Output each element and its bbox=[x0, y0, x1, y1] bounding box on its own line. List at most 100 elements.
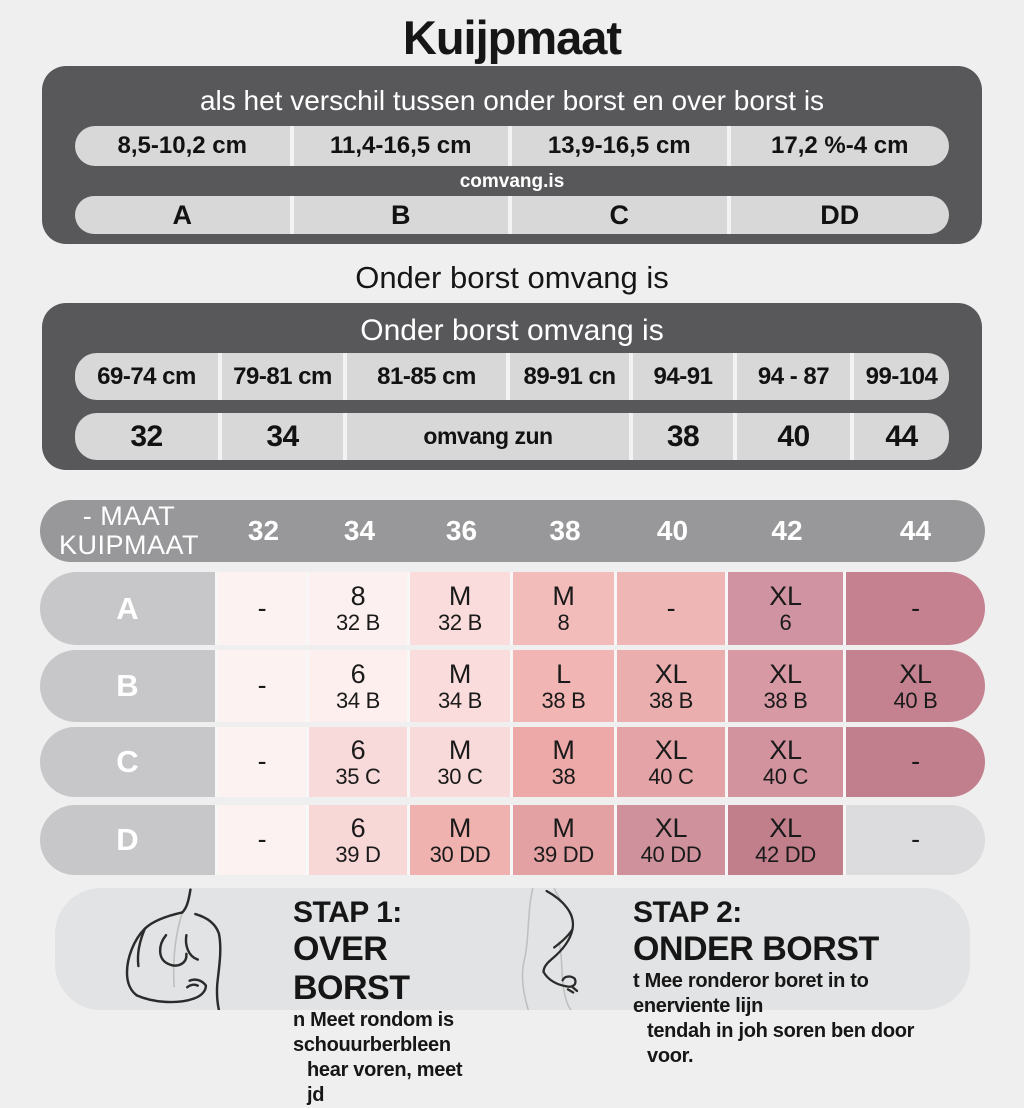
step-2-title: STAP 2: bbox=[633, 896, 742, 929]
matrix-cell: XL 38 B bbox=[728, 650, 846, 722]
band-range-cell: 79-81 cm bbox=[222, 353, 347, 400]
cell-detail: 38 B bbox=[541, 687, 586, 713]
cell-detail: 6 bbox=[779, 610, 792, 636]
cup-letter-cell: DD bbox=[820, 199, 860, 230]
band-size-panel: Onder borst omvang is 69-74 cm 79-81 cm … bbox=[42, 303, 982, 470]
cell-size: M bbox=[552, 581, 575, 612]
matrix-cell: - bbox=[617, 572, 728, 645]
over-bust-measure-illustration bbox=[125, 888, 222, 1010]
matrix-column-header: 34 bbox=[343, 515, 376, 546]
cell-size: XL bbox=[654, 812, 688, 843]
band-size-cell: 38 bbox=[633, 413, 737, 460]
cup-letter-cell: C bbox=[512, 196, 731, 234]
band-panel-heading: Onder borst omvang is bbox=[360, 314, 664, 347]
matrix-cell: XL 40 C bbox=[728, 727, 846, 797]
matrix-cell: XL 40 B bbox=[846, 650, 985, 722]
matrix-cell: 6 35 C bbox=[309, 727, 410, 797]
band-size-cell: 34 bbox=[222, 413, 347, 460]
cell-detail: 30 DD bbox=[429, 841, 491, 867]
band-range-cell: 94 - 87 bbox=[737, 353, 854, 400]
matrix-cell: XL 42 DD bbox=[728, 805, 846, 875]
cell-detail: 38 bbox=[551, 763, 576, 789]
band-size-cell: 32 bbox=[75, 413, 222, 460]
matrix-cell: 6 34 B bbox=[309, 650, 410, 722]
matrix-row-label: D bbox=[40, 805, 218, 875]
matrix-cell: 8 32 B bbox=[309, 572, 410, 645]
matrix-cell: M 32 B bbox=[410, 572, 513, 645]
cell-detail: 39 D bbox=[335, 841, 381, 867]
cell-detail: 34 B bbox=[335, 687, 381, 713]
cell-detail: 40 C bbox=[762, 763, 809, 789]
band-range-cell: 94-91 bbox=[633, 353, 737, 400]
matrix-corner-line1: - MAAT bbox=[82, 500, 176, 531]
band-range-cell: 69-74 cm bbox=[75, 353, 222, 400]
cell-detail: 40 B bbox=[893, 687, 938, 713]
cup-range-cell: 17,2 %-4 cm bbox=[771, 132, 909, 159]
cup-range-cell: 8,5-10,2 cm bbox=[75, 126, 294, 166]
step-1-texts: STAP 1: OVER BORST n Meet rondom is scho… bbox=[293, 888, 483, 1106]
matrix-row-b: B - 6 34 B M 34 B L 38 B XL 38 B XL 38 B XL 40… bbox=[40, 650, 985, 722]
matrix-cell: M 39 DD bbox=[513, 805, 617, 875]
step-1-subtitle: OVER BORST bbox=[293, 930, 410, 1007]
step-1-block: STAP 1: OVER BORST n Meet rondom is scho… bbox=[83, 888, 483, 1106]
matrix-cell: - bbox=[218, 572, 309, 645]
cell-size: M bbox=[448, 658, 472, 689]
cell-detail: 40 DD bbox=[640, 841, 702, 867]
cup-letter-cell: A bbox=[75, 196, 294, 234]
matrix-corner-line2: KUIPMAAT bbox=[58, 530, 199, 560]
cell-detail: 42 DD bbox=[755, 841, 816, 867]
matrix-cell: XL 40 C bbox=[617, 727, 728, 797]
cell-detail: 38 B bbox=[763, 687, 808, 713]
cup-range-cell: 11,4-16,5 cm bbox=[294, 126, 512, 166]
cup-panel-heading: als het verschil tussen onder borst en o… bbox=[199, 85, 825, 116]
matrix-cell: - bbox=[218, 727, 309, 797]
band-size-cell: 40 bbox=[737, 413, 854, 460]
cell-size: XL bbox=[899, 658, 932, 689]
cell-size: - bbox=[257, 746, 267, 777]
band-range-cell: 81-85 cm bbox=[347, 353, 510, 400]
cell-size: 6 bbox=[350, 734, 366, 765]
step-2-line1: t Mee ronderor boret in to enerviente li… bbox=[633, 970, 869, 1017]
band-size-middle-label: omvang zun bbox=[347, 413, 633, 460]
matrix-header-row: - MAAT KUIPMAAT 32 34 36 38 40 42 44 bbox=[40, 500, 985, 562]
matrix-cell: M 38 bbox=[513, 727, 617, 797]
cell-size: XL bbox=[769, 658, 802, 689]
cell-size: 6 bbox=[350, 812, 366, 843]
matrix-cell: 6 39 D bbox=[309, 805, 410, 875]
band-size-strip: 32 34 omvang zun 38 40 44 bbox=[75, 413, 949, 460]
matrix-column-header: 38 bbox=[549, 515, 581, 546]
matrix-cell: M 30 C bbox=[410, 727, 513, 797]
cup-difference-panel: als het verschil tussen onder borst en o… bbox=[42, 66, 982, 244]
cell-size: 8 bbox=[350, 581, 366, 612]
step-2-line2: tendah in joh soren ben door voor. bbox=[647, 1020, 915, 1067]
cell-size: - bbox=[666, 592, 676, 623]
cell-size: M bbox=[448, 581, 472, 612]
matrix-cell: M 30 DD bbox=[410, 805, 513, 875]
matrix-cell: M 34 B bbox=[410, 650, 513, 722]
matrix-row-c: C - 6 35 C M 30 C M 38 XL 40 C XL 40 C - bbox=[40, 727, 985, 797]
step-1-title: STAP 1: bbox=[293, 896, 402, 929]
step-2-subtitle: ONDER BORST bbox=[633, 930, 879, 968]
cell-size: - bbox=[257, 670, 267, 701]
matrix-cell: XL 40 DD bbox=[617, 805, 728, 875]
cell-size: 6 bbox=[350, 658, 366, 689]
cell-size: - bbox=[911, 746, 920, 777]
cell-size: M bbox=[552, 734, 575, 765]
cell-size: XL bbox=[769, 581, 802, 612]
cell-size: XL bbox=[654, 734, 688, 765]
cell-size: M bbox=[448, 734, 472, 765]
matrix-cell: - bbox=[846, 572, 985, 645]
cup-range-strip: 8,5-10,2 cm 11,4-16,5 cm 13,9-16,5 cm 17… bbox=[75, 126, 949, 166]
matrix-row-label: C bbox=[40, 727, 218, 797]
cell-detail: 38 B bbox=[648, 687, 694, 713]
cell-size: XL bbox=[769, 734, 802, 765]
band-section-heading: Onder borst omvang is bbox=[355, 260, 669, 295]
step-1-line2: hear voren, meet jd bbox=[307, 1059, 463, 1106]
matrix-corner-label: - MAAT KUIPMAAT bbox=[40, 500, 218, 562]
cell-size: M bbox=[552, 812, 575, 843]
matrix-cell: XL 38 B bbox=[617, 650, 728, 722]
cup-range-cell: 13,9-16,5 cm bbox=[512, 126, 731, 166]
cell-size: - bbox=[911, 824, 920, 855]
matrix-cell: - bbox=[218, 650, 309, 722]
